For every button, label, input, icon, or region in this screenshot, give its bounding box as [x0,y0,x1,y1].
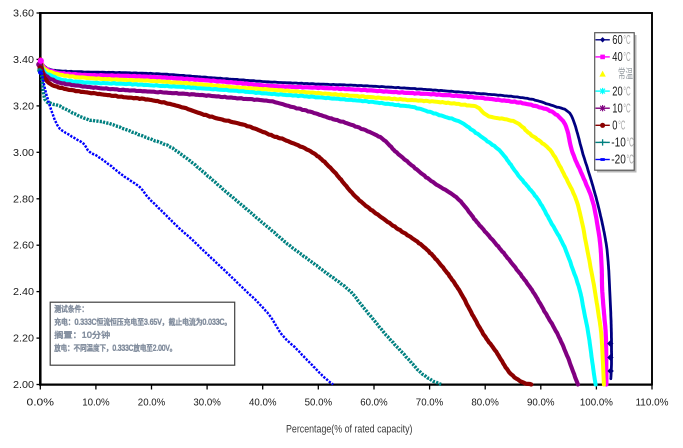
svg-text:10.0%: 10.0% [82,397,110,409]
svg-text:40.0%: 40.0% [249,397,277,409]
svg-text:测试条件：: 测试条件： [54,304,88,314]
svg-text:40: 40 [612,50,622,64]
svg-text:20: 20 [612,84,622,98]
svg-text:110.0%: 110.0% [636,397,669,409]
svg-text:测试条件：: 测试条件： [54,304,88,314]
svg-text:50.0%: 50.0% [305,397,333,409]
svg-text:Percentage(% of rated capacity: Percentage(% of rated capacity) [286,424,413,436]
svg-text:30.0%: 30.0% [193,397,221,409]
svg-text:充电：0.333C恒流恒压充电至3.65V，截止电流为0.0: 充电：0.333C恒流恒压充电至3.65V，截止电流为0.033C。 [54,317,231,327]
svg-text:放电：不同温度下，0.333C放电至2.00V。: 放电：不同温度下，0.333C放电至2.00V。 [54,343,176,353]
svg-text:3.60: 3.60 [13,8,34,20]
svg-text:2.40: 2.40 [13,286,34,298]
svg-text:°C: °C [623,33,630,47]
svg-text:70.0%: 70.0% [416,397,444,409]
svg-text:90.0%: 90.0% [527,397,555,409]
svg-text:°C: °C [623,50,630,64]
svg-text:搁置：10分钟: 搁置：10分钟 [54,330,110,340]
svg-text:60: 60 [612,33,622,47]
svg-text:充电：0.333C恒流恒压充电至3.65V，截止电流为0.0: 充电：0.333C恒流恒压充电至3.65V，截止电流为0.033C。 [54,317,231,327]
svg-text:搁置：10分钟: 搁置：10分钟 [54,330,110,340]
svg-text:-20: -20 [611,153,626,167]
svg-text:3.40: 3.40 [13,54,34,66]
svg-text:3.00: 3.00 [13,147,34,159]
svg-text:测试条件：: 测试条件： [54,304,88,314]
svg-text:60.0%: 60.0% [360,397,388,409]
svg-text:2.80: 2.80 [13,193,34,205]
svg-text:搁置：10分钟: 搁置：10分钟 [54,330,110,340]
svg-text:2.60: 2.60 [13,240,34,252]
svg-text:°C: °C [627,153,634,167]
svg-text:2.20: 2.20 [13,333,34,345]
svg-text:放电：不同温度下，0.333C放电至2.00V。: 放电：不同温度下，0.333C放电至2.00V。 [54,343,176,353]
svg-text:放电：不同温度下，0.333C放电至2.00V。: 放电：不同温度下，0.333C放电至2.00V。 [54,343,176,353]
svg-text:10: 10 [612,101,622,115]
svg-text:充电：0.333C恒流恒压充电至3.65V，截止电流为0.0: 充电：0.333C恒流恒压充电至3.65V，截止电流为0.033C。 [54,317,231,327]
svg-text:°C: °C [623,101,630,115]
svg-text:100.0%: 100.0% [580,397,613,409]
svg-text:2.00: 2.00 [13,379,34,391]
svg-text:0.0%: 0.0% [27,397,55,409]
svg-text:放电：不同温度下，0.333C放电至2.00V。: 放电：不同温度下，0.333C放电至2.00V。 [54,343,176,353]
svg-text:-10: -10 [611,136,626,150]
svg-text:充电：0.333C恒流恒压充电至3.65V，截止电流为0.0: 充电：0.333C恒流恒压充电至3.65V，截止电流为0.033C。 [54,317,231,327]
svg-text:0: 0 [612,119,617,133]
svg-text:20.0%: 20.0% [138,397,166,409]
svg-text:3.20: 3.20 [13,100,34,112]
svg-text:°C: °C [623,84,630,98]
svg-text:搁置：10分钟: 搁置：10分钟 [54,330,110,340]
svg-text:°C: °C [618,119,625,133]
svg-text:80.0%: 80.0% [471,397,499,409]
svg-text:常温: 常温 [618,67,633,81]
svg-text:测试条件：: 测试条件： [54,304,88,314]
svg-text:°C: °C [627,136,634,150]
